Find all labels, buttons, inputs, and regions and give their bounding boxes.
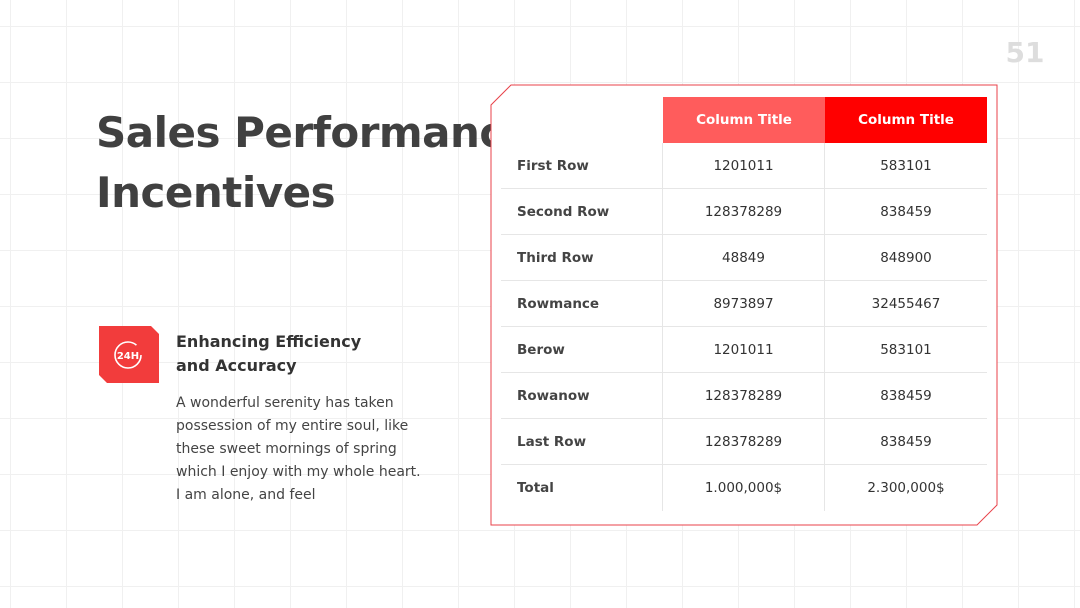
table-cell: 128378289: [663, 419, 825, 464]
table-cell: 838459: [880, 433, 932, 450]
table-row: Last Row 128378289 838459: [501, 419, 987, 465]
header-row: Column Title Column Title: [501, 97, 987, 143]
table-row: Rowmance 8973897 32455467: [501, 281, 987, 327]
table-row: Rowanow 128378289 838459: [501, 373, 987, 419]
table-row: Berow 1201011 583101: [501, 327, 987, 373]
title: Sales Performance: [96, 108, 532, 157]
table: Column Title Column Title First Row 12010…: [501, 97, 987, 511]
table-cell: 1201011: [663, 327, 825, 372]
column-header: Column Title: [825, 97, 987, 143]
table-cell: 128378289: [663, 373, 825, 418]
row-label: Third Row: [501, 235, 663, 280]
table-card: [490, 84, 998, 526]
row-label: Rowmance: [501, 281, 663, 326]
row-label: First Row: [501, 143, 663, 188]
table-row: Second Row 128378289 838459: [501, 189, 987, 235]
row-label: Berow: [501, 327, 663, 372]
column-header: Column Title: [663, 97, 825, 143]
page-number: 51: [1005, 36, 1045, 69]
icon-label: 24H: [117, 351, 139, 362]
table-row: First Row 1201011 583101: [501, 143, 987, 189]
feature-heading: Enhancing Efficiency: [176, 332, 362, 351]
row-label: Total: [501, 465, 663, 511]
header-spacer: [501, 97, 663, 143]
table-row: Third Row 48849 848900: [501, 235, 987, 281]
table-cell: 1201011: [663, 143, 825, 188]
row-label: Last Row: [501, 419, 663, 464]
table-cell: 583101: [880, 341, 932, 358]
table-cell: 583101: [880, 157, 932, 174]
row-label: Second Row: [501, 189, 663, 234]
feature-body: A wonderful serenity has taken possessio…: [176, 395, 421, 503]
table-row: Total 1.000,000$ 2.300,000$: [501, 465, 987, 511]
table-cell: 838459: [880, 387, 932, 404]
table-cell: 128378289: [663, 189, 825, 234]
table-cell: 838459: [880, 203, 932, 220]
table-cell: 32455467: [871, 295, 941, 312]
table-cell: 8973897: [663, 281, 825, 326]
table-cell: 1.000,000$: [663, 465, 825, 511]
table-cell: 848900: [880, 249, 932, 266]
title: Incentives: [96, 168, 336, 217]
icon: 24H: [99, 326, 159, 383]
feature-heading: and Accuracy: [176, 356, 297, 375]
row-label: Rowanow: [501, 373, 663, 418]
table-cell: 2.300,000$: [867, 480, 945, 496]
table-cell: 48849: [663, 235, 825, 280]
